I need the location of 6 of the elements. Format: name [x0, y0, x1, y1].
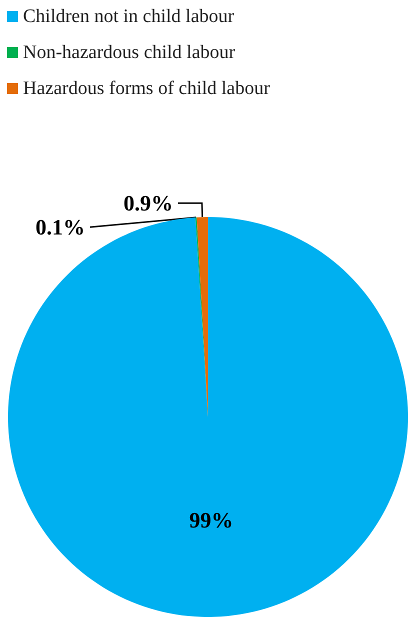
data-label: 99% [189, 507, 234, 532]
data-label: 0.1% [36, 214, 86, 240]
data-label: 0.9% [123, 190, 173, 216]
legend-label: Non-hazardous child labour [23, 42, 236, 63]
legend-label: Children not in child labour [23, 6, 235, 27]
legend-label: Hazardous forms of child labour [23, 78, 271, 99]
